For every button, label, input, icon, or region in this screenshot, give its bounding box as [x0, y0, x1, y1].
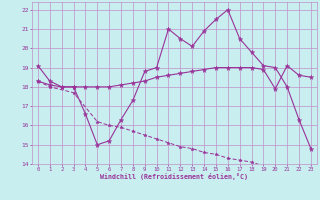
X-axis label: Windchill (Refroidissement éolien,°C): Windchill (Refroidissement éolien,°C) [100, 173, 248, 180]
